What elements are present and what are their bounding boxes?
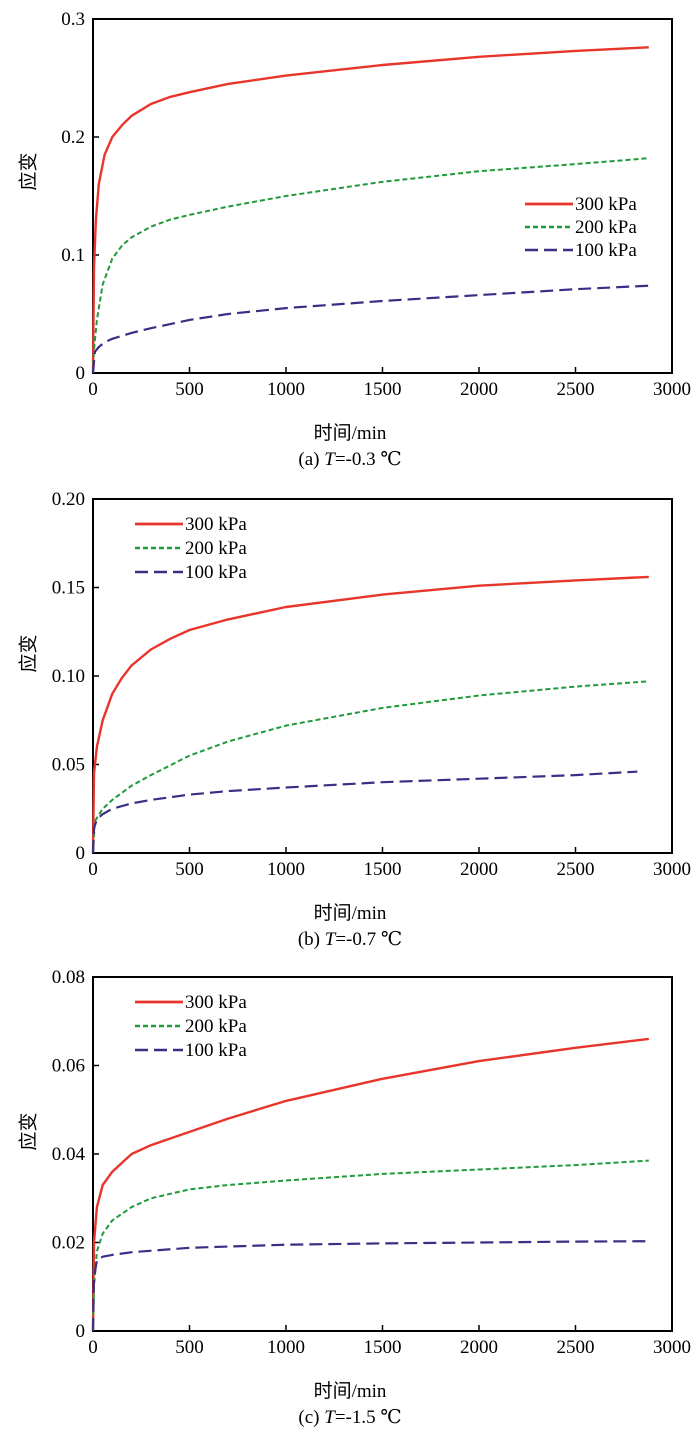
x-axis-label-b: 时间/min [313, 903, 387, 924]
y-tick-label-c: 0.04 [52, 1144, 86, 1165]
caption-a-prefix: (a) [298, 449, 325, 470]
y-tick-label-b: 0 [76, 843, 86, 864]
x-tick-label-a: 1500 [364, 379, 402, 400]
y-tick-label-b: 0.15 [52, 578, 85, 599]
legend-label-a: 300 kPa [575, 194, 637, 215]
caption-b-prefix: (b) [297, 929, 325, 950]
plot-frame-b [92, 498, 673, 854]
y-axis-label-b: 应变 [17, 634, 40, 673]
x-tick-label-c: 3000 [653, 1337, 691, 1358]
y-tick-label-c: 0 [76, 1321, 86, 1342]
x-tick-label-c: 0 [88, 1337, 98, 1358]
y-tick-label-a: 0.3 [61, 9, 85, 30]
x-axis-label-a: 时间/min [313, 423, 387, 444]
legend-label-b: 300 kPa [185, 514, 247, 535]
legend-label-b: 200 kPa [185, 538, 247, 559]
y-tick-label-c: 0.08 [52, 967, 85, 988]
legend-label-c: 300 kPa [185, 992, 247, 1013]
y-tick-label-b: 0.20 [52, 489, 85, 510]
y-tick-label-c: 0.02 [52, 1233, 85, 1254]
series-line-b-300-kpa [91, 575, 649, 854]
series-line-c-300-kpa [91, 1037, 649, 1332]
x-tick-label-b: 2500 [557, 859, 595, 880]
series-line-a-100-kpa [91, 284, 649, 374]
caption-a: (a) T=-0.3 ℃ [0, 448, 700, 471]
x-tick-label-b: 500 [175, 859, 204, 880]
y-tick-label-b: 0.10 [52, 666, 85, 687]
x-tick-label-b: 0 [88, 859, 98, 880]
caption-c-suffix: =-1.5 ℃ [334, 1407, 402, 1428]
x-tick-label-a: 3000 [653, 379, 691, 400]
y-tick-label-a: 0 [76, 363, 86, 384]
caption-c-prefix: (c) [298, 1407, 325, 1428]
caption-b-var: T [324, 929, 336, 950]
series-line-b-100-kpa [91, 770, 638, 854]
caption-c-var: T [324, 1407, 335, 1428]
x-tick-label-c: 1500 [364, 1337, 402, 1358]
legend-label-c: 100 kPa [185, 1040, 247, 1061]
x-tick-label-a: 500 [175, 379, 204, 400]
x-tick-label-a: 2000 [460, 379, 498, 400]
x-tick-label-c: 2000 [460, 1337, 498, 1358]
x-tick-label-b: 2000 [460, 859, 498, 880]
caption-b-suffix: =-0.7 ℃ [335, 929, 403, 950]
series-line-c-100-kpa [91, 1240, 649, 1332]
chart-panel-c: 0 500 1000 1500 2000 2500 3000 0 0.02 0.04 0.06 0.0… [0, 958, 700, 1439]
y-axis-label-c: 应变 [17, 1112, 40, 1151]
y-tick-label-a: 0.2 [61, 127, 85, 148]
series-line-a-300-kpa [91, 46, 649, 374]
legend-label-b: 100 kPa [185, 562, 247, 583]
y-tick-label-b: 0.05 [52, 755, 85, 776]
legend-label-a: 100 kPa [575, 240, 637, 261]
chart-panel-a: 0 500 1000 1500 2000 2500 3000 0 0.1 0.2 0.3 300 kP… [0, 0, 700, 476]
legend-label-c: 200 kPa [185, 1016, 247, 1037]
series-line-a-200-kpa [92, 157, 649, 374]
x-tick-label-b: 3000 [653, 859, 691, 880]
x-tick-label-a: 2500 [557, 379, 595, 400]
caption-a-var: T [324, 449, 335, 470]
chart-panel-b: 0 500 1000 1500 2000 2500 3000 0 0.05 0.10 0.15 0.2… [0, 480, 700, 956]
plot-svg-a: 0 500 1000 1500 2000 2500 3000 0 0.1 0.2 0.3 300 kP… [61, 9, 691, 400]
x-tick-label-c: 500 [175, 1337, 204, 1358]
plot-svg-c: 0 500 1000 1500 2000 2500 3000 0 0.02 0.04 0.06 0.0… [52, 967, 691, 1358]
x-tick-label-a: 1000 [267, 379, 305, 400]
series-line-c-200-kpa [92, 1159, 649, 1332]
caption-a-suffix: =-0.3 ℃ [334, 449, 402, 470]
plot-svg-b: 0 500 1000 1500 2000 2500 3000 0 0.05 0.10 0.15 0.2… [52, 489, 691, 880]
x-tick-label-b: 1500 [364, 859, 402, 880]
y-axis-label-a: 应变 [17, 152, 40, 191]
y-tick-label-c: 0.06 [52, 1056, 85, 1077]
series-line-b-200-kpa [92, 680, 649, 854]
legend-label-a: 200 kPa [575, 217, 637, 238]
caption-b: (b) T=-0.7 ℃ [0, 928, 700, 951]
x-tick-label-a: 0 [88, 379, 98, 400]
plot-frame-c [92, 976, 673, 1332]
x-tick-label-c: 2500 [557, 1337, 595, 1358]
x-tick-label-b: 1000 [267, 859, 305, 880]
x-axis-label-c: 时间/min [313, 1381, 387, 1402]
caption-c: (c) T=-1.5 ℃ [0, 1406, 700, 1429]
x-tick-label-c: 1000 [267, 1337, 305, 1358]
y-tick-label-a: 0.1 [61, 245, 85, 266]
